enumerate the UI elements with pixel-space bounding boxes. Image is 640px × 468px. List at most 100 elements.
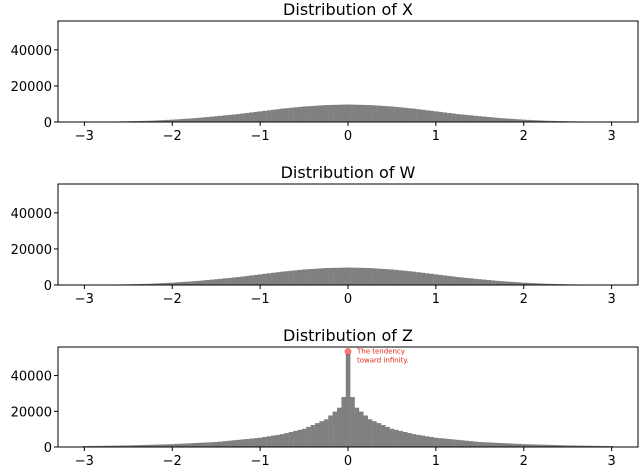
histogram-bar [161,120,166,122]
histogram-bar [486,442,491,447]
histogram-bar [407,108,412,122]
histogram-bar [90,445,96,447]
histogram-bar [244,112,250,122]
histogram-bar [112,445,118,447]
x-tick-label: −1 [251,292,270,307]
histogram-bar [319,268,325,285]
histogram-bar [438,438,443,447]
histogram-bar [402,432,408,447]
x-tick-label: 1 [432,454,440,468]
histogram-bar [411,434,417,447]
y-tick-label: 0 [44,441,52,456]
histogram-bar [376,105,382,122]
histogram-bar [424,273,430,285]
histogram-bar [503,281,509,285]
histogram-bar [266,273,272,285]
histogram-bar [508,118,513,122]
histogram-bar [288,432,294,447]
histogram-bar [187,281,193,285]
histogram-bar [482,116,487,122]
histogram-bar [262,273,267,285]
histogram-bar [139,120,144,122]
histogram-bar [499,118,505,122]
histogram-bar [600,445,606,447]
histogram-bar [249,112,254,122]
histogram-bar [213,116,219,122]
histogram-bar [200,442,206,447]
histogram-bar [477,279,483,285]
histogram-bar [424,436,430,447]
histogram-bar [486,117,491,122]
histogram-bar [152,120,158,122]
histogram-bar [543,120,549,122]
histogram-bar [438,274,443,285]
histogram-bar [407,271,412,285]
histogram-bar [328,415,333,447]
histogram-bar [218,441,223,447]
histogram-bar [380,268,386,285]
histogram-bar [271,109,276,122]
histogram-bar [266,110,272,122]
histogram-bar [394,106,399,122]
histogram-bar [596,445,601,447]
histogram-bar [539,283,544,285]
histogram-bar [512,282,518,285]
histogram-bar [517,443,522,447]
histogram-bar [398,107,404,122]
histogram-bar [464,277,470,285]
histogram-bar [337,104,342,122]
histogram-bar [183,118,188,122]
histogram-bar [411,108,417,122]
histogram-bar [293,430,298,447]
histogram-bar [95,445,100,447]
histogram-bar [429,110,434,122]
histogram-bar [552,445,557,447]
histogram-bar [389,269,395,285]
histogram-bar [363,267,368,285]
histogram-bar [235,114,241,122]
histogram-bar [420,272,426,285]
histogram-bar [433,437,439,447]
histogram-bar [209,279,215,285]
histogram-bar [161,283,166,285]
histogram-bar [455,439,461,447]
x-tick-label: 0 [344,129,352,144]
histogram-bar [275,272,281,285]
histogram-bar [490,117,496,122]
histogram-bar [271,435,276,447]
histogram-bar [235,439,241,447]
histogram-bar [244,439,250,447]
histogram-bar [121,445,127,447]
histogram-bar [372,421,377,447]
histogram-bar [200,117,206,122]
histogram-bar [354,267,360,285]
histogram-bar [187,118,193,122]
histogram-bar [372,105,377,122]
histogram-bar [442,275,448,285]
x-tick-label: −3 [75,292,94,307]
histogram-bar [495,117,500,122]
histogram-bar [341,267,346,285]
histogram-bar [183,281,188,285]
histogram-bar [569,445,575,447]
histogram-bar [556,445,562,447]
histogram-bar [222,115,228,122]
histogram-bar [310,105,316,122]
histogram-bar [297,269,303,285]
histogram-bar [534,283,540,285]
histogram-bar [460,440,465,447]
histogram-bar [301,428,307,447]
histogram-bar [240,439,245,447]
histogram-bar [565,445,571,447]
histogram-bar [253,438,259,447]
histogram-bar [148,444,153,447]
histogram-bar [411,271,417,285]
histogram-bar [429,273,434,285]
histogram-bar [525,119,531,122]
histogram-bar [240,276,245,285]
histogram-bar [521,282,527,285]
histogram-bar [288,107,294,122]
histogram-bar [108,445,114,447]
histogram-bar [262,437,267,447]
histogram-bar [451,276,456,285]
